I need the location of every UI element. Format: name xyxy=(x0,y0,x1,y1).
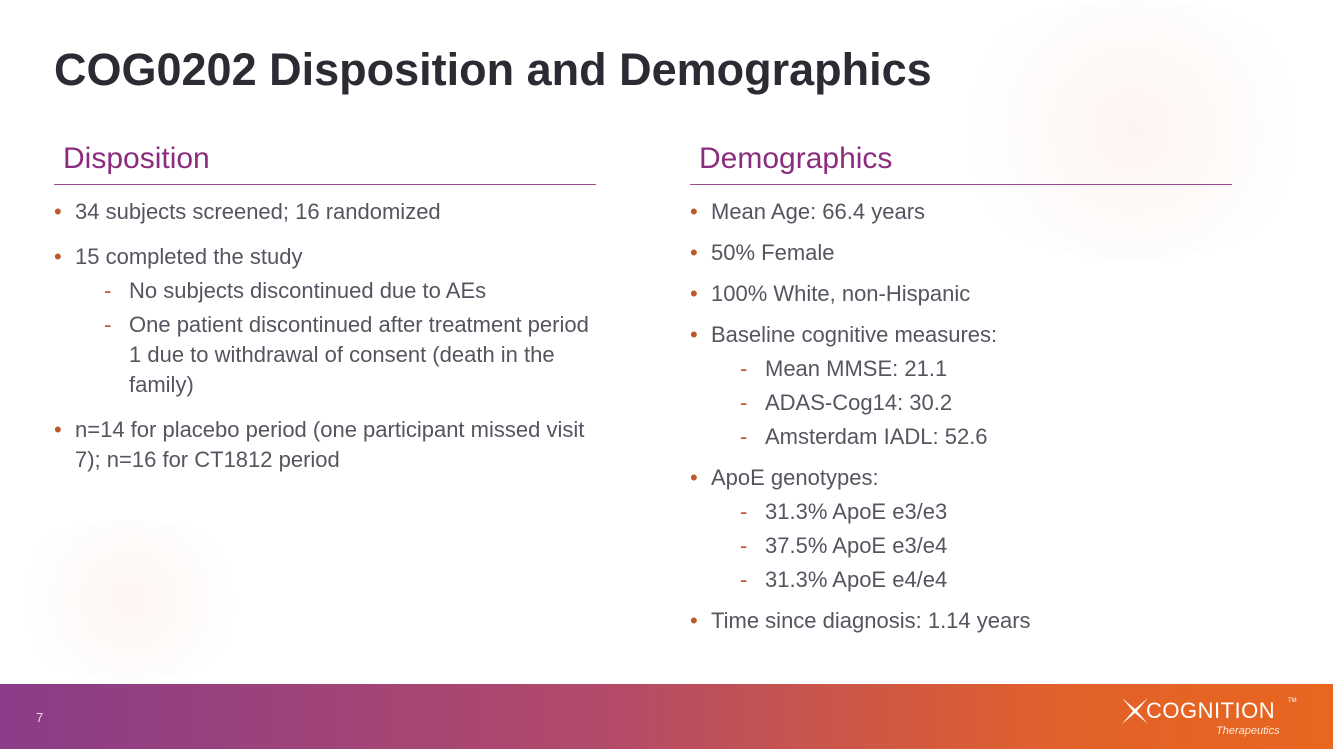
disposition-section: Disposition 34 subjects screened; 16 ran… xyxy=(54,142,596,490)
x-star-icon xyxy=(1122,698,1148,724)
sub-list: 31.3% ApoE e3/e3 37.5% ApoE e3/e4 31.3% Ap… xyxy=(690,497,1232,595)
sub-bullet-item: No subjects discontinued due to AEs xyxy=(54,276,596,306)
demographics-list: Mean Age: 66.4 years 50% Female 100% White… xyxy=(690,197,1232,636)
demographics-heading: Demographics xyxy=(690,142,1232,185)
page-number: 7 xyxy=(36,710,44,725)
disposition-list: 34 subjects screened; 16 randomized 15 co… xyxy=(54,197,596,475)
sub-bullet-item: One patient discontinued after treatment… xyxy=(54,310,596,400)
sub-bullet-item: Amsterdam IADL: 52.6 xyxy=(690,422,1232,452)
logo-tm: TM xyxy=(1288,698,1297,704)
footer-bar: 7 COGNITION TM Therapeutics xyxy=(0,684,1333,749)
sub-list: Mean MMSE: 21.1 ADAS-Cog14: 30.2 Amsterdam… xyxy=(690,354,1232,452)
sub-bullet-item: 37.5% ApoE e3/e4 xyxy=(690,531,1232,561)
bullet-item: Baseline cognitive measures: xyxy=(690,320,1232,350)
slide-title: COG0202 Disposition and Demographics xyxy=(54,44,932,95)
decorative-dots-left xyxy=(0,520,260,680)
bullet-item: 100% White, non-Hispanic xyxy=(690,279,1232,309)
bullet-item: 50% Female xyxy=(690,238,1232,268)
bullet-item: 34 subjects screened; 16 randomized xyxy=(54,197,596,227)
sub-bullet-item: Mean MMSE: 21.1 xyxy=(690,354,1232,384)
bullet-item: Time since diagnosis: 1.14 years xyxy=(690,606,1232,636)
bullet-item: Mean Age: 66.4 years xyxy=(690,197,1232,227)
bullet-item: n=14 for placebo period (one participant… xyxy=(54,415,596,475)
sub-list: No subjects discontinued due to AEs One p… xyxy=(54,276,596,400)
bullet-item: ApoE genotypes: xyxy=(690,463,1232,493)
sub-bullet-item: 31.3% ApoE e4/e4 xyxy=(690,565,1232,595)
sub-bullet-item: ADAS-Cog14: 30.2 xyxy=(690,388,1232,418)
demographics-section: Demographics Mean Age: 66.4 years 50% Fem… xyxy=(690,142,1232,647)
sub-bullet-item: 31.3% ApoE e3/e3 xyxy=(690,497,1232,527)
bullet-item: 15 completed the study xyxy=(54,242,596,272)
cognition-logo: COGNITION TM Therapeutics xyxy=(1122,698,1306,742)
logo-tagline: Therapeutics xyxy=(1216,725,1280,737)
disposition-heading: Disposition xyxy=(54,142,596,185)
logo-word: COGNITION xyxy=(1146,698,1276,723)
